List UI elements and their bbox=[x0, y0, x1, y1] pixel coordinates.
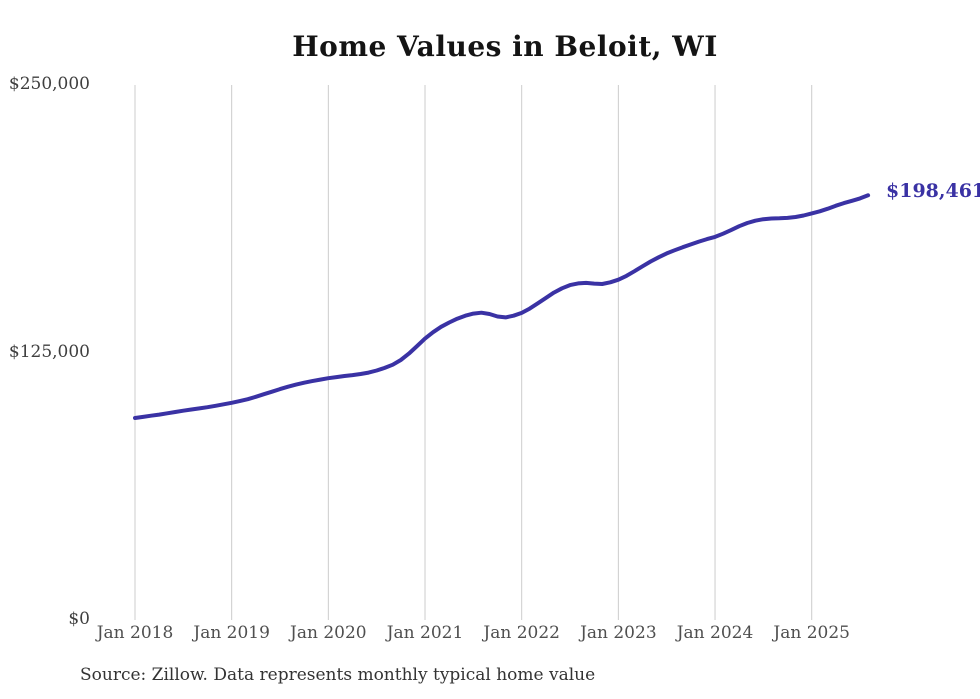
x-axis-label: Jan 2024 bbox=[676, 623, 754, 643]
gridlines-group bbox=[134, 85, 813, 620]
latest-value-label: $198,461 bbox=[886, 180, 980, 202]
x-axis-label: Jan 2021 bbox=[386, 623, 464, 643]
y-axis-label: $250,000 bbox=[8, 74, 90, 94]
source-note: Source: Zillow. Data represents monthly … bbox=[80, 665, 596, 685]
y-axis-label: $0 bbox=[68, 609, 90, 629]
y-axis-label: $125,000 bbox=[8, 341, 90, 362]
chart-title: Home Values in Beloit, WI bbox=[292, 30, 718, 63]
x-axis-label: Jan 2020 bbox=[290, 623, 367, 643]
x-axis-label: Jan 2022 bbox=[483, 623, 560, 643]
x-axis-label: Jan 2019 bbox=[193, 623, 270, 643]
x-axis-label: Jan 2025 bbox=[773, 623, 850, 643]
x-axis-label: Jan 2018 bbox=[96, 623, 174, 643]
x-axis-label: Jan 2023 bbox=[580, 623, 657, 643]
home-value-line bbox=[133, 193, 871, 420]
